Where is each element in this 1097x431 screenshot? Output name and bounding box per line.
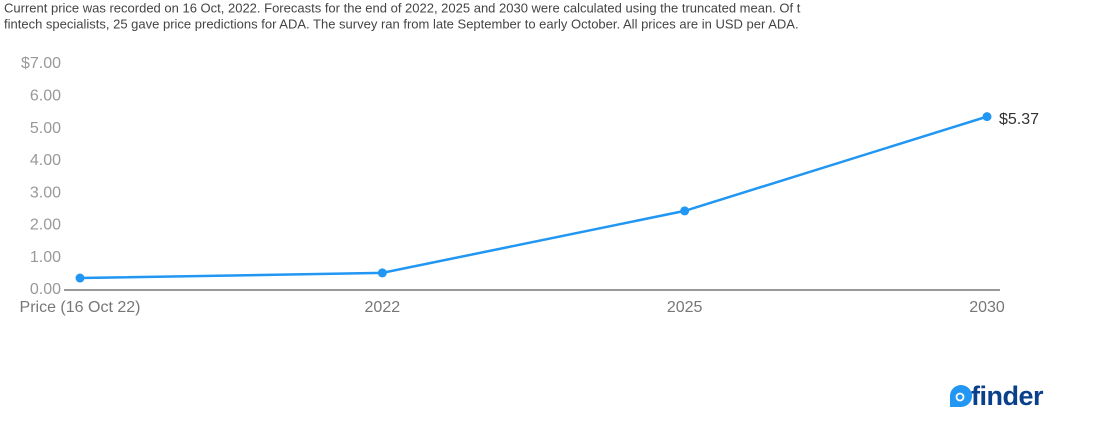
y-tick-label: 1.00 xyxy=(30,249,61,266)
value-label: $5.37 xyxy=(999,111,1039,128)
x-tick-label: Price (16 Oct 22) xyxy=(20,299,141,316)
subtitle: Current price was recorded on 16 Oct, 20… xyxy=(4,0,801,15)
logo-text: finder xyxy=(971,381,1044,411)
x-tick-label: 2030 xyxy=(969,299,1005,316)
y-tick-label: 2.00 xyxy=(30,217,61,234)
y-tick-label: 0.00 xyxy=(30,281,61,298)
line xyxy=(79,115,988,280)
subtitle: fintech specialists, 25 gave price predi… xyxy=(4,16,799,31)
y-tick-label: $7.00 xyxy=(21,55,61,72)
y-tick-label: 6.00 xyxy=(30,88,61,105)
point xyxy=(75,273,85,283)
y-tick-label: 4.00 xyxy=(30,152,61,169)
point xyxy=(680,206,690,216)
point xyxy=(377,268,387,278)
point xyxy=(982,112,992,122)
logo-icon-lens xyxy=(955,392,965,402)
x-tick-label: 2025 xyxy=(667,299,703,316)
y-tick-label: 3.00 xyxy=(30,184,61,201)
y-tick-label: 5.00 xyxy=(30,120,61,137)
logo-icon xyxy=(950,385,972,407)
x-tick-label: 2022 xyxy=(365,299,401,316)
logo: finder xyxy=(950,381,1044,411)
